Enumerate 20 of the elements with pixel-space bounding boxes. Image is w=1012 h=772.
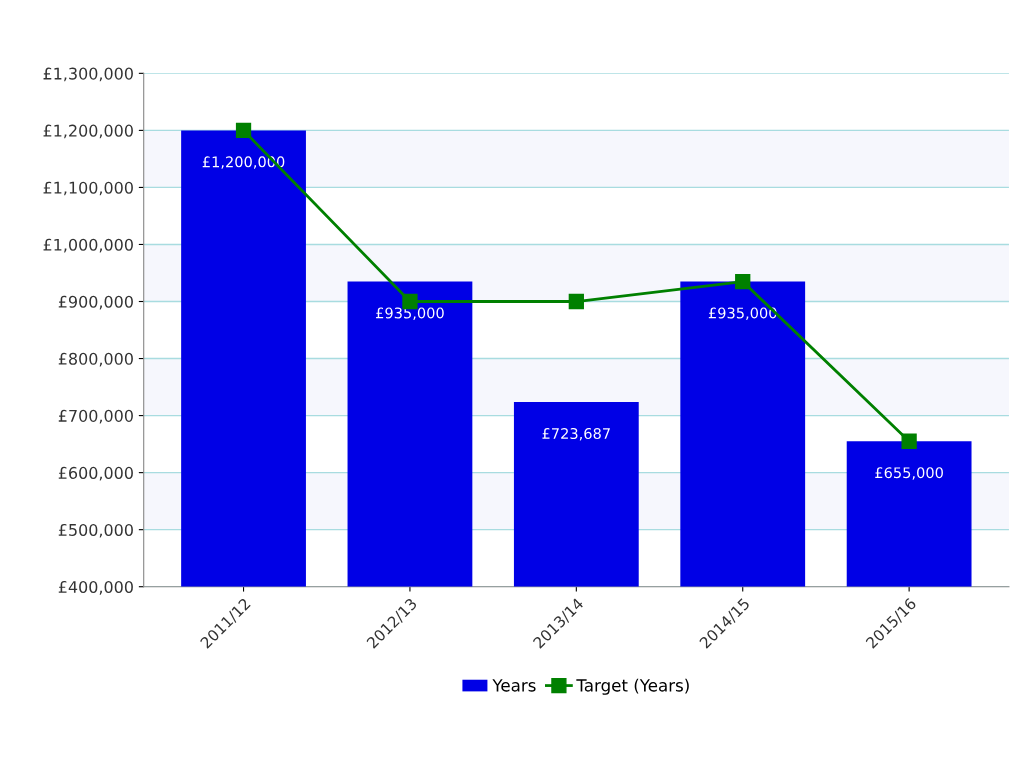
y-tick-label: £700,000 bbox=[58, 409, 133, 424]
y-tick-label: £500,000 bbox=[58, 523, 133, 538]
y-tick-label: £400,000 bbox=[58, 580, 133, 595]
y-tick-label: £1,200,000 bbox=[43, 124, 133, 139]
point bbox=[568, 293, 584, 310]
point bbox=[735, 273, 751, 290]
legend-label: Target (Years) bbox=[576, 678, 689, 695]
point bbox=[901, 433, 917, 449]
y-tick-label: £800,000 bbox=[58, 352, 133, 367]
y-tick-label: £1,300,000 bbox=[43, 67, 133, 82]
data-label: £655,000 bbox=[875, 467, 943, 480]
data-label: £723,687 bbox=[542, 428, 610, 441]
y-tick-label: £1,100,000 bbox=[43, 181, 133, 196]
point bbox=[235, 122, 252, 139]
y-tick-label: £1,000,000 bbox=[43, 238, 133, 253]
y-tick-label: £900,000 bbox=[58, 295, 133, 310]
data-label: £935,000 bbox=[708, 307, 777, 320]
data-label: £935,000 bbox=[376, 307, 444, 320]
y-tick-label: £600,000 bbox=[58, 466, 133, 481]
legend-label: Years bbox=[492, 679, 536, 692]
